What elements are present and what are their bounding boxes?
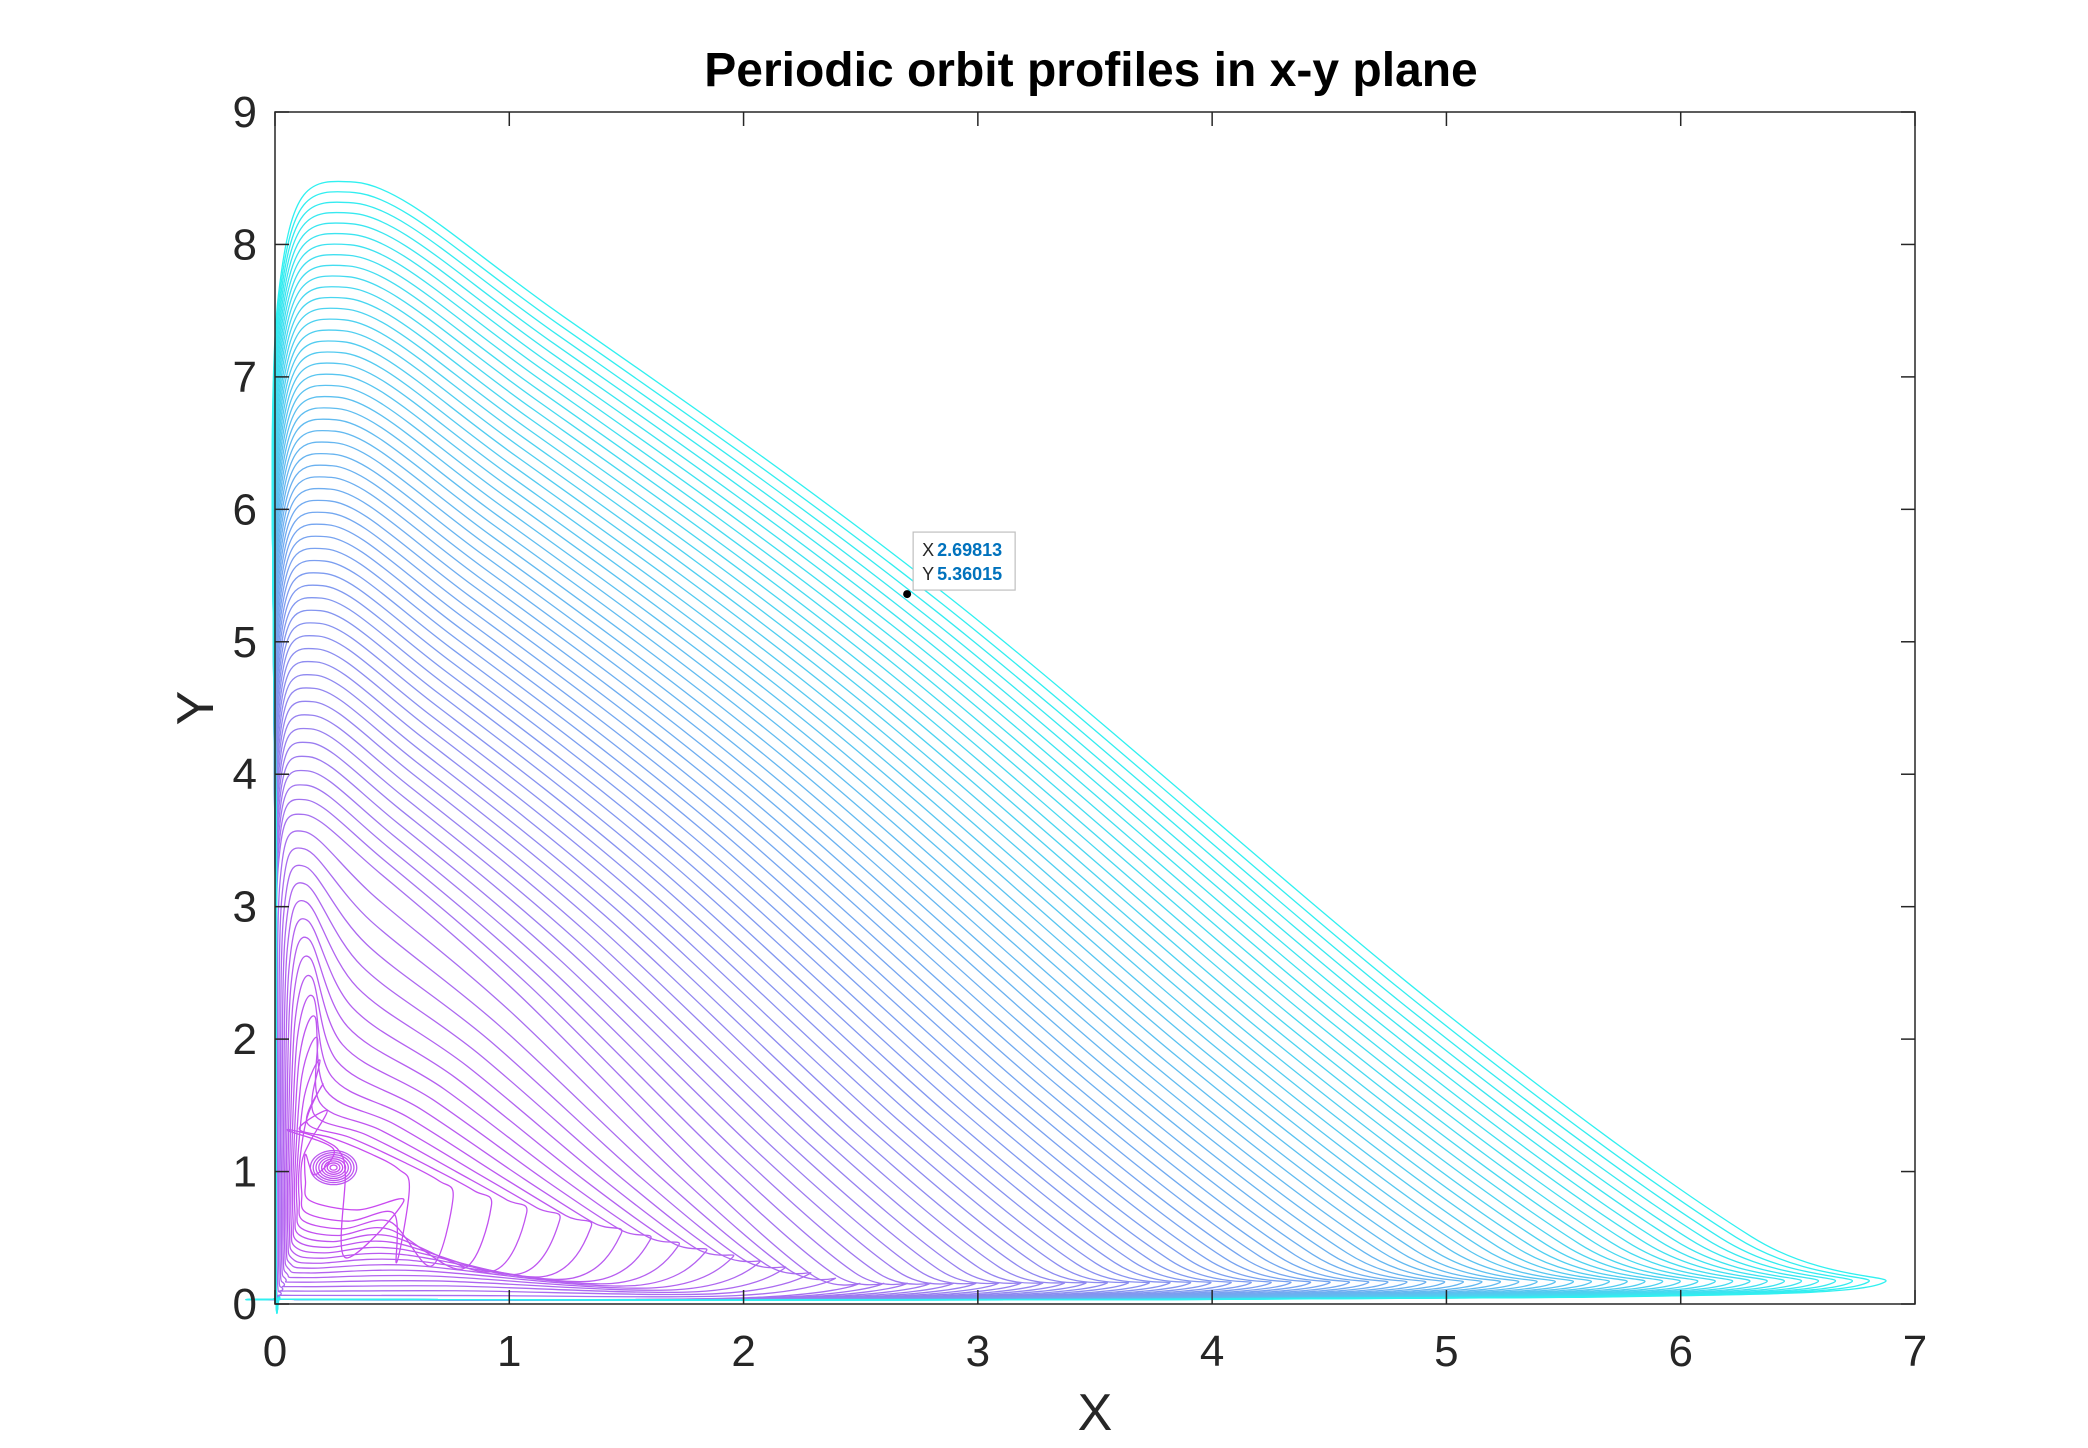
orbit-curve — [280, 882, 761, 1291]
orbit-curve — [290, 994, 593, 1278]
orbit-curve — [245, 180, 1887, 1315]
y-tick-label: 8 — [233, 220, 257, 269]
axis-ticks — [274, 111, 1916, 1305]
datatip-box[interactable] — [912, 531, 1016, 591]
chart-title: Periodic orbit profiles in x-y plane — [704, 44, 1477, 97]
plot-area — [245, 111, 1916, 1315]
x-tick-label: 0 — [263, 1327, 287, 1376]
x-tick-label: 5 — [1434, 1327, 1458, 1376]
orbit-curve — [277, 847, 812, 1296]
orbit-curve — [320, 1158, 347, 1178]
orbit-curve — [293, 1036, 528, 1273]
orbit-curve — [283, 918, 708, 1287]
orbit-curve — [285, 936, 681, 1285]
datatip-x-key: X — [922, 540, 934, 560]
orbit-curve — [291, 1015, 561, 1276]
y-tick-label: 5 — [233, 618, 257, 667]
orbit-curve — [286, 1128, 405, 1259]
datatip[interactable]: X 2.69813 Y 5.36015 — [903, 531, 1016, 599]
x-tick-labels: 0 1 2 3 4 5 6 7 — [263, 1327, 1927, 1376]
plot-frame — [274, 111, 1916, 1305]
y-tick-label: 2 — [233, 1015, 257, 1064]
x-tick-label: 3 — [966, 1327, 990, 1376]
x-tick-label: 6 — [1668, 1327, 1692, 1376]
orbit-curve — [274, 830, 837, 1298]
x-tick-label: 1 — [497, 1327, 521, 1376]
datatip-y-value: 5.36015 — [937, 564, 1002, 584]
x-tick-label: 2 — [731, 1327, 755, 1376]
x-tick-label: 7 — [1903, 1327, 1927, 1376]
y-tick-label: 1 — [233, 1148, 257, 1197]
orbit-curve — [326, 1162, 341, 1173]
orbit-curve — [318, 1156, 349, 1180]
orbit-curve — [329, 1164, 338, 1171]
y-tick-label: 7 — [233, 353, 257, 402]
y-tick-label: 0 — [233, 1280, 257, 1329]
datatip-marker[interactable] — [903, 590, 912, 599]
orbit-curve — [288, 974, 623, 1281]
datatip-y-key: Y — [922, 564, 934, 584]
y-tick-label: 9 — [233, 88, 257, 137]
y-tick-label: 4 — [233, 750, 257, 799]
orbit-curve — [282, 900, 735, 1289]
plot-background — [275, 112, 1915, 1304]
orbit-curve — [286, 955, 652, 1283]
x-tick-label: 4 — [1200, 1327, 1224, 1376]
datatip-x-value: 2.69813 — [937, 540, 1002, 560]
y-tick-labels: 0 1 2 3 4 5 6 7 8 9 — [233, 88, 257, 1329]
orbit-curve — [312, 1151, 355, 1184]
y-tick-label: 6 — [233, 485, 257, 534]
orbit-family — [245, 180, 1887, 1315]
orbit-curve — [279, 864, 787, 1293]
orbit-curve — [295, 1059, 493, 1270]
x-axis-title: X — [1078, 1384, 1113, 1442]
y-axis-title: Y — [167, 691, 225, 726]
y-tick-label: 3 — [233, 883, 257, 932]
